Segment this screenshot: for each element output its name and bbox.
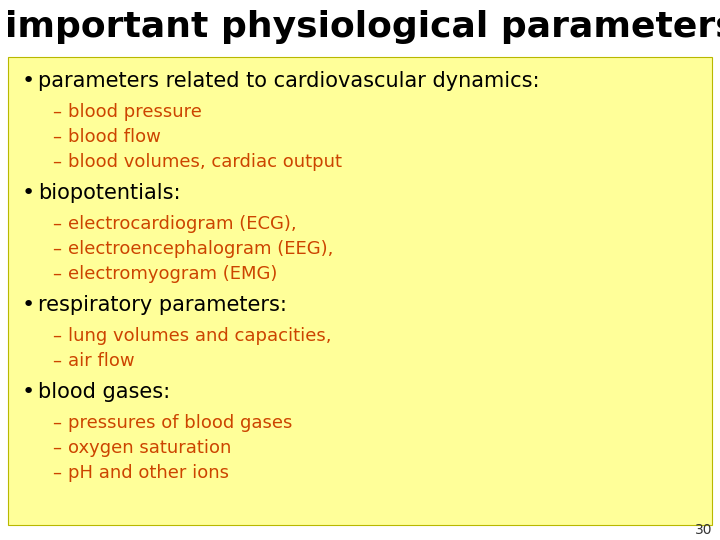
Text: –: – (52, 103, 61, 121)
Text: pH and other ions: pH and other ions (68, 464, 229, 482)
Text: oxygen saturation: oxygen saturation (68, 439, 231, 457)
Text: electrocardiogram (ECG),: electrocardiogram (ECG), (68, 215, 297, 233)
Text: –: – (52, 464, 61, 482)
Text: –: – (52, 414, 61, 432)
Text: –: – (52, 153, 61, 171)
Text: blood gases:: blood gases: (38, 382, 170, 402)
Text: –: – (52, 439, 61, 457)
Text: –: – (52, 352, 61, 370)
Text: •: • (22, 295, 35, 315)
Text: electroencephalogram (EEG),: electroencephalogram (EEG), (68, 240, 333, 258)
Text: parameters related to cardiovascular dynamics:: parameters related to cardiovascular dyn… (38, 71, 539, 91)
Text: blood pressure: blood pressure (68, 103, 202, 121)
Text: biopotentials:: biopotentials: (38, 183, 181, 203)
Text: blood volumes, cardiac output: blood volumes, cardiac output (68, 153, 342, 171)
Text: •: • (22, 382, 35, 402)
Text: –: – (52, 265, 61, 283)
FancyBboxPatch shape (8, 57, 712, 525)
Text: –: – (52, 128, 61, 146)
Text: respiratory parameters:: respiratory parameters: (38, 295, 287, 315)
Text: –: – (52, 240, 61, 258)
Text: pressures of blood gases: pressures of blood gases (68, 414, 292, 432)
Text: important physiological parameters recorded: important physiological parameters recor… (5, 10, 720, 44)
Text: air flow: air flow (68, 352, 135, 370)
Text: •: • (22, 183, 35, 203)
Text: lung volumes and capacities,: lung volumes and capacities, (68, 327, 331, 345)
Text: •: • (22, 71, 35, 91)
Text: –: – (52, 327, 61, 345)
Text: electromyogram (EMG): electromyogram (EMG) (68, 265, 277, 283)
Text: –: – (52, 215, 61, 233)
Text: 30: 30 (695, 523, 712, 537)
Text: blood flow: blood flow (68, 128, 161, 146)
